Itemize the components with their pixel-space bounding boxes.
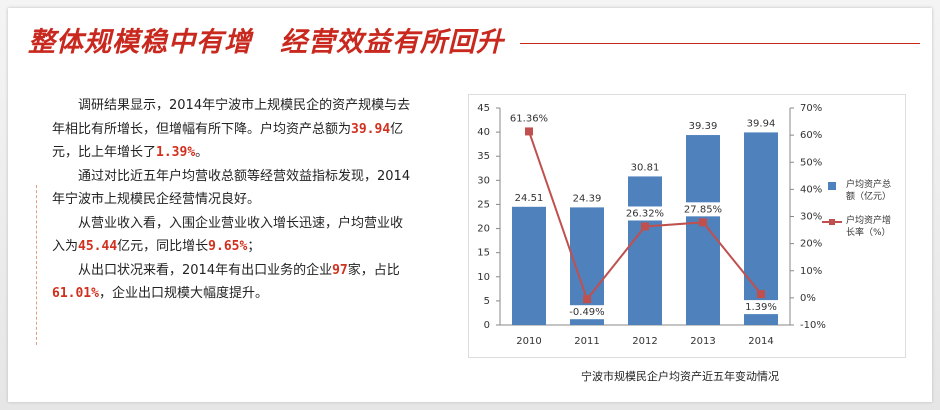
legend-label: 户均资产总额（亿元） xyxy=(846,180,892,202)
text-run: 亿元，同比增长 xyxy=(117,239,209,254)
y-tick-label: 40 xyxy=(477,127,490,138)
paragraph: 通过对比近五年户均营收总额等经营效益指标发现，2014年宁波市上规模民企经营情况… xyxy=(52,165,412,212)
line-label: -0.49% xyxy=(569,307,604,318)
bar-label: 39.94 xyxy=(747,118,776,129)
paragraph: 从出口状况来看，2014年有出口业务的企业97家，占比 61.01%，企业出口规模… xyxy=(52,259,412,306)
text-run: 通过对比近五年户均营收总额等经营效益指标发现，2014年宁波市上规模民企经营情况… xyxy=(52,168,411,208)
y-tick-label: 10 xyxy=(477,272,490,283)
text-run: 从出口状况来看，2014年有出口业务的企业 xyxy=(78,262,333,278)
bar-label: 39.39 xyxy=(689,121,718,132)
legend-swatch xyxy=(828,182,836,190)
text-run: ，企业出口规模大幅度提升。 xyxy=(98,286,268,301)
line-marker xyxy=(699,218,707,227)
title-part: 经营效益有所回升 xyxy=(280,27,504,58)
y-tick-label: 20 xyxy=(477,224,490,235)
line-label: 61.36% xyxy=(510,113,548,124)
line-label: 1.39% xyxy=(745,302,777,313)
label-bg xyxy=(510,111,548,126)
y2-tick-label: 10% xyxy=(800,266,822,277)
text-run: 。 xyxy=(195,145,209,160)
highlight: 45.44 xyxy=(78,239,118,254)
line-marker xyxy=(641,222,649,231)
title: 整体规模稳中有增 经营效益有所回升 xyxy=(28,20,504,59)
y2-tick-label: 30% xyxy=(800,212,822,223)
legend-label: 户均资产增长率（%） xyxy=(846,216,892,238)
highlight: 61.01% xyxy=(52,286,99,301)
line-marker xyxy=(757,290,765,299)
line-label: 27.85% xyxy=(684,204,722,215)
y2-tick-label: -10% xyxy=(800,320,826,331)
legend-swatch xyxy=(829,219,835,225)
line-label: 26.32% xyxy=(626,208,664,219)
paragraph: 调研结果显示，2014年宁波市上规模民企的资产规模与去年相比有所增长，但增幅有所… xyxy=(52,94,412,165)
line-marker xyxy=(583,295,591,304)
text-run: 亿元，比上年增长了 xyxy=(52,121,404,161)
text-run: ； xyxy=(247,239,261,254)
legend-item: 户均资产增长率（%） xyxy=(846,216,892,238)
text-block: 调研结果显示，2014年宁波市上规模民企的资产规模与去年相比有所增长，但增幅有所… xyxy=(52,94,412,306)
y-tick-label: 30 xyxy=(477,175,490,186)
legend-item: 户均资产总额（亿元） xyxy=(846,180,892,202)
y2-tick-label: 70% xyxy=(800,103,822,114)
x-tick-label: 2013 xyxy=(690,336,715,347)
bar xyxy=(686,135,720,325)
y-tick-label: 25 xyxy=(477,199,490,210)
highlight: 97 xyxy=(332,262,348,278)
label-bg xyxy=(742,300,780,315)
y-tick-label: 35 xyxy=(477,151,490,162)
highlight: 39.94 xyxy=(351,121,391,137)
bar-label: 30.81 xyxy=(631,162,660,173)
bar-label: 24.39 xyxy=(573,193,602,204)
y2-tick-label: 40% xyxy=(800,184,822,195)
chart-caption: 宁波市规模民企户均资产近五年变动情况 xyxy=(581,370,779,383)
label-bg xyxy=(568,305,606,320)
highlight: 9.65% xyxy=(208,239,248,254)
y-tick-label: 0 xyxy=(484,320,490,331)
y2-tick-label: 60% xyxy=(800,130,822,141)
y2-tick-label: 50% xyxy=(800,157,822,168)
text-run: 调研结果显示，2014年宁波市上规模民企的资产规模与去年相比有所增长，但增幅有所… xyxy=(52,98,411,137)
x-tick-label: 2010 xyxy=(516,336,541,347)
bar xyxy=(628,176,662,325)
title-rule xyxy=(520,43,920,44)
text-run: 从营业收入看，入围企业营业收入增长迅速，户均营业收入为 xyxy=(52,215,404,255)
y-tick-label: 45 xyxy=(477,103,490,114)
y-tick-label: 15 xyxy=(477,248,490,259)
line-marker xyxy=(525,127,533,136)
y2-tick-label: 0% xyxy=(800,293,816,304)
bar xyxy=(512,206,546,325)
paragraph: 从营业收入看，入围企业营业收入增长迅速，户均营业收入为45.44亿元，同比增长9… xyxy=(52,212,412,259)
label-bg xyxy=(626,206,664,221)
title-part: 整体规模稳中有增 xyxy=(28,27,252,58)
x-tick-label: 2012 xyxy=(632,336,657,347)
label-bg xyxy=(684,202,722,217)
x-tick-label: 2014 xyxy=(748,336,773,347)
y2-tick-label: 20% xyxy=(800,239,822,250)
text-run: 家，占比 xyxy=(347,262,400,278)
y-tick-label: 5 xyxy=(484,296,490,307)
bar-label: 24.51 xyxy=(515,193,544,204)
decor-line xyxy=(36,185,37,345)
x-tick-label: 2011 xyxy=(574,336,599,347)
highlight: 1.39% xyxy=(156,145,196,160)
